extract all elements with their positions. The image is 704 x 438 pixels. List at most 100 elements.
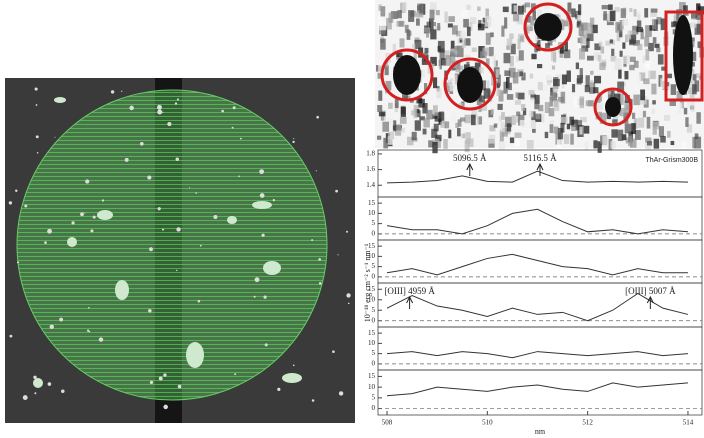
pixel <box>515 133 522 138</box>
y-tick-label: 15 <box>368 199 376 207</box>
pixel <box>564 20 569 26</box>
pixel <box>618 69 621 79</box>
y-tick-label: 0 <box>372 316 376 324</box>
pixel <box>537 64 542 68</box>
star <box>240 138 242 140</box>
pixel <box>529 90 535 95</box>
pixel <box>500 122 504 133</box>
star <box>47 229 52 234</box>
pixel <box>513 14 519 21</box>
pixel <box>602 5 609 9</box>
pixel <box>695 133 699 139</box>
y-tick-label: 15 <box>368 372 376 380</box>
star <box>48 382 52 386</box>
star <box>195 192 197 194</box>
pixel <box>586 75 590 86</box>
pixel <box>506 45 510 49</box>
sky-image <box>5 78 355 423</box>
pixel <box>631 123 636 134</box>
pixel <box>545 43 550 48</box>
pixel <box>518 6 524 15</box>
pixel <box>382 122 389 132</box>
pixel <box>462 39 466 48</box>
star <box>273 199 275 201</box>
star <box>254 296 256 298</box>
x-tick-label: 514 <box>683 419 694 427</box>
pixel <box>413 108 417 118</box>
pixel <box>414 40 421 49</box>
pixel <box>532 129 536 133</box>
pixel <box>504 17 507 28</box>
blob <box>673 15 693 95</box>
pixel <box>651 8 658 12</box>
pixel <box>628 31 632 40</box>
pixel <box>415 120 421 130</box>
pixel <box>497 89 501 96</box>
pixel <box>518 93 525 100</box>
blob <box>534 13 562 41</box>
pixel <box>474 126 480 136</box>
pixel <box>433 105 438 116</box>
pixel <box>599 63 605 70</box>
star <box>121 91 122 92</box>
blob <box>393 55 421 95</box>
star <box>157 110 162 115</box>
annotation-label: [OIII] 5007 Å <box>625 286 676 296</box>
y-tick-label: 15 <box>368 329 376 337</box>
pixel <box>423 129 427 135</box>
galaxy <box>115 280 129 300</box>
pixel <box>608 4 613 10</box>
galaxy <box>227 216 237 224</box>
pixel <box>650 71 656 79</box>
pixel <box>562 75 567 85</box>
galaxy <box>67 237 77 247</box>
pixel <box>629 65 634 70</box>
pixel <box>518 34 525 43</box>
pixel <box>480 51 487 58</box>
y-tick-label: 10 <box>368 339 376 347</box>
figure: 10⁻¹⁸ erg cm⁻² s⁻¹ nm⁻¹ 1.41.61.85096.5 … <box>0 0 704 438</box>
pixel <box>501 26 504 37</box>
pixel <box>557 140 561 151</box>
star <box>15 190 17 192</box>
pixel <box>378 91 382 101</box>
star <box>99 337 103 341</box>
pixel <box>681 141 686 149</box>
pixel <box>587 23 593 34</box>
pixel <box>484 88 491 98</box>
star <box>59 318 63 322</box>
pixel <box>507 94 513 100</box>
y-tick-label: 0 <box>372 229 376 237</box>
pixel <box>684 108 687 115</box>
pixel <box>542 84 548 90</box>
pixel <box>496 69 499 77</box>
pixel <box>550 92 557 100</box>
pixel <box>512 115 516 125</box>
pixel <box>515 100 521 105</box>
star <box>36 135 39 138</box>
pixel <box>383 138 388 149</box>
pixel <box>479 67 484 73</box>
pixel <box>438 41 445 53</box>
y-tick-label: 10 <box>368 295 376 303</box>
pixel <box>645 60 651 69</box>
star <box>339 391 343 395</box>
star <box>163 373 166 376</box>
pixel <box>570 134 573 145</box>
pixel <box>636 27 643 32</box>
pixel <box>489 135 496 144</box>
pixel <box>647 141 652 145</box>
star <box>255 277 260 282</box>
pixel <box>608 63 612 73</box>
pixel <box>467 138 474 147</box>
pixel <box>531 54 536 60</box>
galaxy <box>33 378 43 388</box>
pixel <box>696 112 700 124</box>
star <box>234 373 236 375</box>
pixel <box>611 49 614 56</box>
pixel <box>436 10 440 15</box>
star <box>140 142 144 146</box>
pixel <box>452 25 458 34</box>
star <box>35 87 38 90</box>
pixel <box>633 95 640 106</box>
